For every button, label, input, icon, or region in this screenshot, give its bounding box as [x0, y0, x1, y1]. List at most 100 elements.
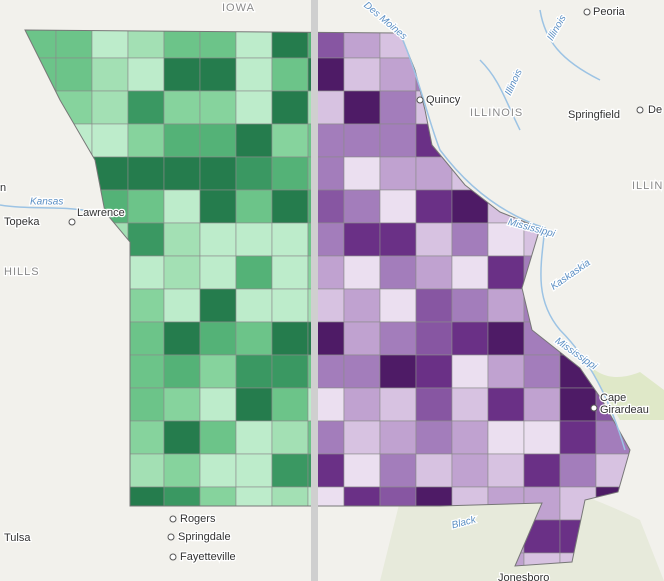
county	[451, 321, 489, 356]
county	[451, 387, 489, 422]
county	[451, 255, 489, 290]
county	[271, 255, 309, 290]
county	[199, 255, 237, 290]
county	[307, 222, 311, 257]
county	[415, 321, 453, 356]
county	[91, 90, 129, 125]
region-label: HILLS	[4, 266, 40, 278]
city-label: Peoria	[593, 6, 626, 18]
county	[523, 387, 561, 422]
county	[163, 387, 201, 422]
county	[318, 57, 345, 92]
county	[199, 321, 237, 356]
county	[235, 90, 273, 125]
county	[318, 420, 345, 455]
county	[199, 453, 237, 488]
county	[307, 288, 311, 323]
county	[235, 156, 273, 191]
county	[307, 486, 311, 521]
county	[451, 222, 489, 257]
county	[559, 387, 597, 422]
city-label: Jonesboro	[498, 572, 549, 581]
county	[307, 453, 311, 488]
county	[307, 420, 311, 455]
county	[127, 57, 165, 92]
county	[91, 57, 129, 92]
county	[127, 387, 165, 422]
city-label: Springdale	[178, 531, 231, 543]
county	[523, 354, 561, 389]
rivers	[0, 9, 626, 451]
county	[199, 30, 237, 59]
county	[487, 354, 525, 389]
county	[487, 222, 525, 257]
county	[271, 222, 309, 257]
county	[271, 321, 309, 356]
city-label: Lawrence	[77, 207, 125, 219]
county	[523, 420, 561, 455]
county	[199, 420, 237, 455]
city-label: De	[648, 104, 662, 116]
city-label: n	[0, 182, 6, 194]
county	[235, 123, 273, 158]
county	[415, 420, 453, 455]
county	[343, 156, 381, 191]
county	[343, 387, 381, 422]
county	[199, 387, 237, 422]
county	[523, 453, 561, 488]
county	[318, 255, 345, 290]
county	[307, 255, 311, 290]
terrain	[585, 360, 664, 420]
county	[271, 156, 309, 191]
county	[127, 222, 165, 257]
county	[379, 222, 417, 257]
county	[163, 57, 201, 92]
county	[379, 354, 417, 389]
county	[55, 57, 93, 92]
county	[271, 387, 309, 422]
county	[163, 453, 201, 488]
county	[379, 57, 417, 92]
county	[127, 420, 165, 455]
county	[343, 90, 381, 125]
county	[163, 90, 201, 125]
city-label: Springfield	[568, 109, 620, 121]
county	[343, 57, 381, 92]
county	[199, 222, 237, 257]
county	[163, 189, 201, 224]
county	[343, 255, 381, 290]
county	[235, 189, 273, 224]
county	[415, 387, 453, 422]
county	[307, 57, 311, 92]
county	[307, 321, 311, 356]
county	[318, 156, 345, 191]
county	[199, 189, 237, 224]
state-outline	[24, 29, 631, 567]
city-label: Topeka	[4, 216, 40, 228]
county	[487, 387, 525, 422]
county	[127, 255, 165, 290]
county	[127, 90, 165, 125]
swipe-divider[interactable]	[311, 0, 318, 581]
county	[487, 453, 525, 488]
county	[271, 354, 309, 389]
county	[307, 156, 311, 191]
county	[163, 354, 201, 389]
county	[127, 321, 165, 356]
county	[343, 189, 381, 224]
county	[415, 222, 453, 257]
county	[271, 288, 309, 323]
county	[271, 420, 309, 455]
county	[235, 30, 273, 59]
county	[318, 387, 345, 422]
county	[127, 453, 165, 488]
county	[318, 90, 345, 125]
county	[307, 30, 311, 59]
county	[559, 420, 597, 455]
county	[559, 453, 597, 488]
county	[415, 453, 453, 488]
city-label: Tulsa	[4, 532, 31, 544]
county	[235, 57, 273, 92]
county	[307, 90, 311, 125]
county	[379, 189, 417, 224]
